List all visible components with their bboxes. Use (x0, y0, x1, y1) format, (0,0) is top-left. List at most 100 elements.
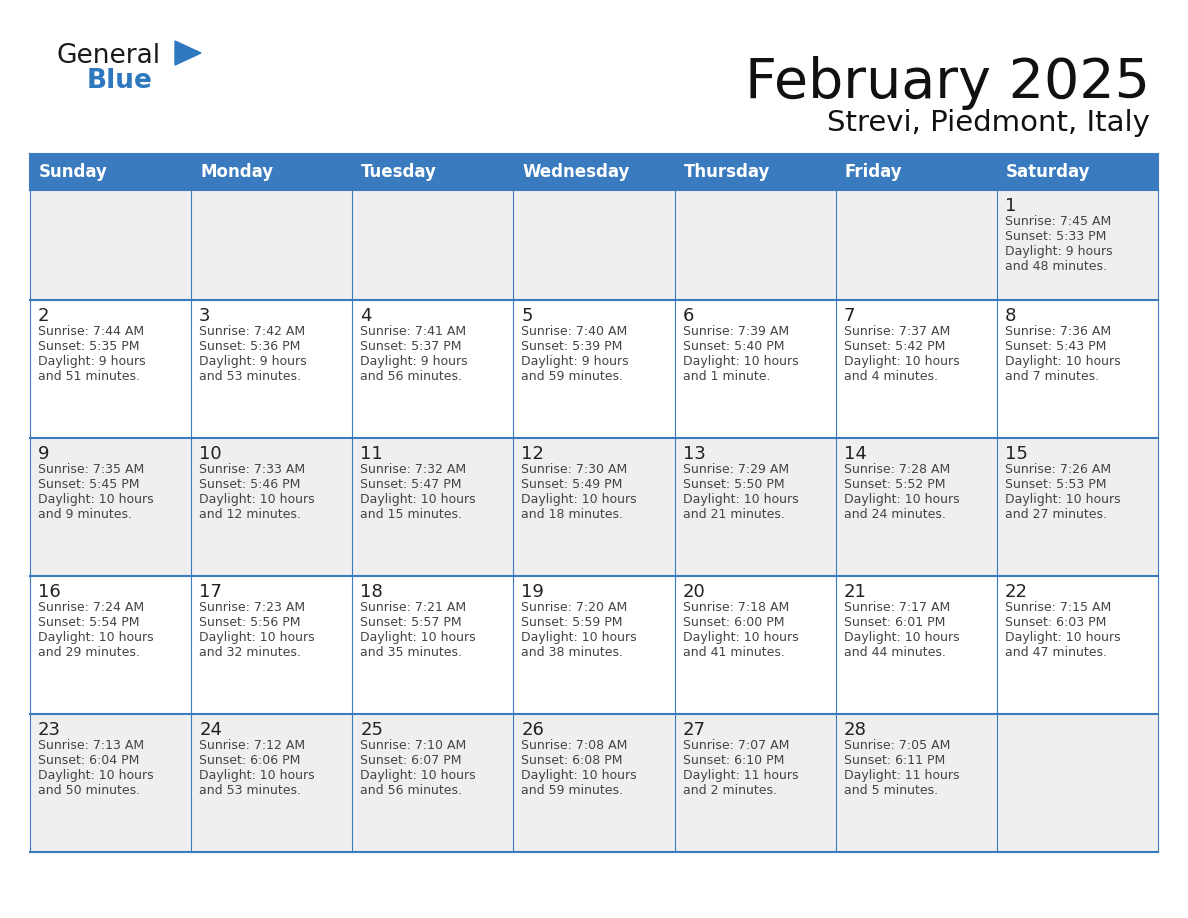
Text: Sunset: 5:49 PM: Sunset: 5:49 PM (522, 478, 623, 491)
Text: Sunrise: 7:17 AM: Sunrise: 7:17 AM (843, 601, 950, 614)
Text: 16: 16 (38, 583, 61, 601)
Text: 4: 4 (360, 307, 372, 325)
Text: 8: 8 (1005, 307, 1016, 325)
Bar (353, 714, 513, 852)
Text: Sunset: 5:59 PM: Sunset: 5:59 PM (522, 616, 623, 629)
Text: and 53 minutes.: and 53 minutes. (200, 370, 301, 383)
Text: Blue: Blue (87, 68, 153, 94)
Text: Sunrise: 7:18 AM: Sunrise: 7:18 AM (683, 601, 789, 614)
Bar (997, 190, 1158, 300)
Text: Sunrise: 7:39 AM: Sunrise: 7:39 AM (683, 325, 789, 338)
Bar (191, 154, 353, 190)
Text: 21: 21 (843, 583, 866, 601)
Text: 1: 1 (1005, 197, 1016, 215)
Text: Daylight: 10 hours: Daylight: 10 hours (1005, 355, 1120, 368)
Text: and 7 minutes.: and 7 minutes. (1005, 370, 1099, 383)
Text: Daylight: 10 hours: Daylight: 10 hours (1005, 493, 1120, 506)
Text: 9: 9 (38, 445, 50, 463)
Text: Sunrise: 7:24 AM: Sunrise: 7:24 AM (38, 601, 144, 614)
Text: Sunrise: 7:44 AM: Sunrise: 7:44 AM (38, 325, 144, 338)
Bar (997, 154, 1158, 190)
Text: Sunrise: 7:15 AM: Sunrise: 7:15 AM (1005, 601, 1111, 614)
Text: Sunday: Sunday (39, 163, 108, 181)
Text: and 56 minutes.: and 56 minutes. (360, 370, 462, 383)
Text: Tuesday: Tuesday (361, 163, 437, 181)
Text: Friday: Friday (845, 163, 903, 181)
Text: Sunset: 6:00 PM: Sunset: 6:00 PM (683, 616, 784, 629)
Text: and 48 minutes.: and 48 minutes. (1005, 260, 1107, 273)
Bar (997, 300, 1158, 438)
Bar (513, 154, 675, 190)
Text: 28: 28 (843, 721, 866, 739)
Text: Daylight: 10 hours: Daylight: 10 hours (843, 355, 960, 368)
Text: and 56 minutes.: and 56 minutes. (360, 784, 462, 797)
Text: Sunset: 5:52 PM: Sunset: 5:52 PM (843, 478, 946, 491)
Text: Daylight: 11 hours: Daylight: 11 hours (683, 769, 798, 782)
Text: Sunrise: 7:23 AM: Sunrise: 7:23 AM (200, 601, 305, 614)
Text: Daylight: 9 hours: Daylight: 9 hours (360, 355, 468, 368)
Bar (675, 190, 835, 300)
Text: 24: 24 (200, 721, 222, 739)
Bar (353, 438, 513, 576)
Text: Daylight: 10 hours: Daylight: 10 hours (200, 769, 315, 782)
Bar (835, 576, 997, 714)
Text: 3: 3 (200, 307, 210, 325)
Text: Sunrise: 7:29 AM: Sunrise: 7:29 AM (683, 463, 789, 476)
Text: Sunset: 5:53 PM: Sunset: 5:53 PM (1005, 478, 1106, 491)
Bar (191, 576, 353, 714)
Text: Sunset: 5:56 PM: Sunset: 5:56 PM (200, 616, 301, 629)
Bar (835, 438, 997, 576)
Text: 18: 18 (360, 583, 383, 601)
Text: Sunset: 5:57 PM: Sunset: 5:57 PM (360, 616, 462, 629)
Bar (835, 154, 997, 190)
Text: Sunset: 5:37 PM: Sunset: 5:37 PM (360, 340, 462, 353)
Text: 11: 11 (360, 445, 383, 463)
Text: 6: 6 (683, 307, 694, 325)
Text: Sunrise: 7:13 AM: Sunrise: 7:13 AM (38, 739, 144, 752)
Text: Daylight: 10 hours: Daylight: 10 hours (360, 631, 476, 644)
Text: and 9 minutes.: and 9 minutes. (38, 508, 132, 521)
Bar (513, 714, 675, 852)
Text: 10: 10 (200, 445, 222, 463)
Text: Daylight: 10 hours: Daylight: 10 hours (843, 631, 960, 644)
Text: and 12 minutes.: and 12 minutes. (200, 508, 301, 521)
Bar (675, 576, 835, 714)
Text: Monday: Monday (200, 163, 273, 181)
Text: and 4 minutes.: and 4 minutes. (843, 370, 937, 383)
Bar (835, 190, 997, 300)
Text: Sunset: 5:36 PM: Sunset: 5:36 PM (200, 340, 301, 353)
Text: Sunset: 6:06 PM: Sunset: 6:06 PM (200, 754, 301, 767)
Text: Sunrise: 7:45 AM: Sunrise: 7:45 AM (1005, 215, 1111, 228)
Text: Sunset: 5:43 PM: Sunset: 5:43 PM (1005, 340, 1106, 353)
Text: Sunrise: 7:28 AM: Sunrise: 7:28 AM (843, 463, 950, 476)
Text: Sunset: 6:10 PM: Sunset: 6:10 PM (683, 754, 784, 767)
Text: Sunrise: 7:21 AM: Sunrise: 7:21 AM (360, 601, 467, 614)
Bar (675, 154, 835, 190)
Text: 23: 23 (38, 721, 61, 739)
Bar (353, 300, 513, 438)
Text: Sunrise: 7:42 AM: Sunrise: 7:42 AM (200, 325, 305, 338)
Text: Sunrise: 7:10 AM: Sunrise: 7:10 AM (360, 739, 467, 752)
Text: and 2 minutes.: and 2 minutes. (683, 784, 777, 797)
Bar (191, 438, 353, 576)
Bar (513, 576, 675, 714)
Text: and 35 minutes.: and 35 minutes. (360, 646, 462, 659)
Text: Sunset: 5:40 PM: Sunset: 5:40 PM (683, 340, 784, 353)
Text: Daylight: 10 hours: Daylight: 10 hours (843, 493, 960, 506)
Text: and 24 minutes.: and 24 minutes. (843, 508, 946, 521)
Text: and 50 minutes.: and 50 minutes. (38, 784, 140, 797)
Text: Sunset: 5:35 PM: Sunset: 5:35 PM (38, 340, 139, 353)
Text: Sunrise: 7:07 AM: Sunrise: 7:07 AM (683, 739, 789, 752)
Text: Sunrise: 7:37 AM: Sunrise: 7:37 AM (843, 325, 950, 338)
Text: 5: 5 (522, 307, 533, 325)
Bar (997, 438, 1158, 576)
Text: Daylight: 10 hours: Daylight: 10 hours (200, 631, 315, 644)
Bar (353, 154, 513, 190)
Text: Sunrise: 7:41 AM: Sunrise: 7:41 AM (360, 325, 467, 338)
Bar (675, 438, 835, 576)
Text: Sunrise: 7:35 AM: Sunrise: 7:35 AM (38, 463, 144, 476)
Text: Sunrise: 7:20 AM: Sunrise: 7:20 AM (522, 601, 627, 614)
Text: Sunrise: 7:30 AM: Sunrise: 7:30 AM (522, 463, 627, 476)
Bar (30, 714, 191, 852)
Text: and 18 minutes.: and 18 minutes. (522, 508, 624, 521)
